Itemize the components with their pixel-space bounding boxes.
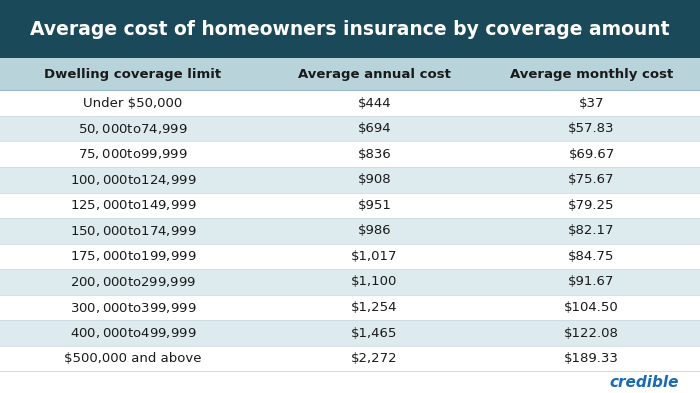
Bar [0, 244, 700, 269]
Text: $1,465: $1,465 [351, 327, 398, 340]
Text: $986: $986 [358, 224, 391, 237]
Bar [0, 218, 700, 244]
Text: $100,000 to $124,999: $100,000 to $124,999 [70, 173, 196, 187]
Text: $694: $694 [358, 122, 391, 135]
Text: $175,000 to $199,999: $175,000 to $199,999 [70, 250, 196, 263]
Text: $2,272: $2,272 [351, 352, 398, 365]
Text: $189.33: $189.33 [564, 352, 619, 365]
Text: $125,000 to $149,999: $125,000 to $149,999 [70, 198, 196, 212]
Text: $37: $37 [579, 97, 604, 110]
Bar [0, 116, 700, 141]
Bar [0, 346, 700, 371]
Text: $1,017: $1,017 [351, 250, 398, 263]
Text: $57.83: $57.83 [568, 122, 615, 135]
Bar [0, 58, 700, 90]
Text: $836: $836 [358, 148, 391, 161]
Bar [0, 141, 700, 167]
Text: $69.67: $69.67 [568, 148, 615, 161]
Text: $300,000 to $399,999: $300,000 to $399,999 [70, 301, 196, 314]
Text: $50,000 to $74,999: $50,000 to $74,999 [78, 122, 188, 136]
Bar [0, 90, 700, 116]
Text: $75.67: $75.67 [568, 173, 615, 186]
Text: Average monthly cost: Average monthly cost [510, 68, 673, 81]
Text: Dwelling coverage limit: Dwelling coverage limit [44, 68, 222, 81]
Text: $500,000 and above: $500,000 and above [64, 352, 202, 365]
Bar [0, 295, 700, 320]
Text: $75,000 to $99,999: $75,000 to $99,999 [78, 147, 188, 161]
Bar [0, 193, 700, 218]
Text: Average cost of homeowners insurance by coverage amount: Average cost of homeowners insurance by … [30, 20, 670, 39]
Text: Under $50,000: Under $50,000 [83, 97, 183, 110]
Text: $79.25: $79.25 [568, 199, 615, 212]
Text: $122.08: $122.08 [564, 327, 619, 340]
Bar [0, 0, 700, 58]
Text: $84.75: $84.75 [568, 250, 615, 263]
Text: $91.67: $91.67 [568, 275, 615, 288]
Bar [0, 269, 700, 295]
Bar [0, 167, 700, 193]
Text: $82.17: $82.17 [568, 224, 615, 237]
Text: $908: $908 [358, 173, 391, 186]
Text: $1,254: $1,254 [351, 301, 398, 314]
Text: $200,000 to $299,999: $200,000 to $299,999 [70, 275, 196, 289]
Text: $951: $951 [358, 199, 391, 212]
Text: credible: credible [610, 375, 679, 390]
Text: $1,100: $1,100 [351, 275, 398, 288]
Text: $150,000 to $174,999: $150,000 to $174,999 [70, 224, 196, 238]
Bar [0, 320, 700, 346]
Text: $400,000 to $499,999: $400,000 to $499,999 [70, 326, 196, 340]
Text: Average annual cost: Average annual cost [298, 68, 451, 81]
Text: $444: $444 [358, 97, 391, 110]
Text: $104.50: $104.50 [564, 301, 619, 314]
